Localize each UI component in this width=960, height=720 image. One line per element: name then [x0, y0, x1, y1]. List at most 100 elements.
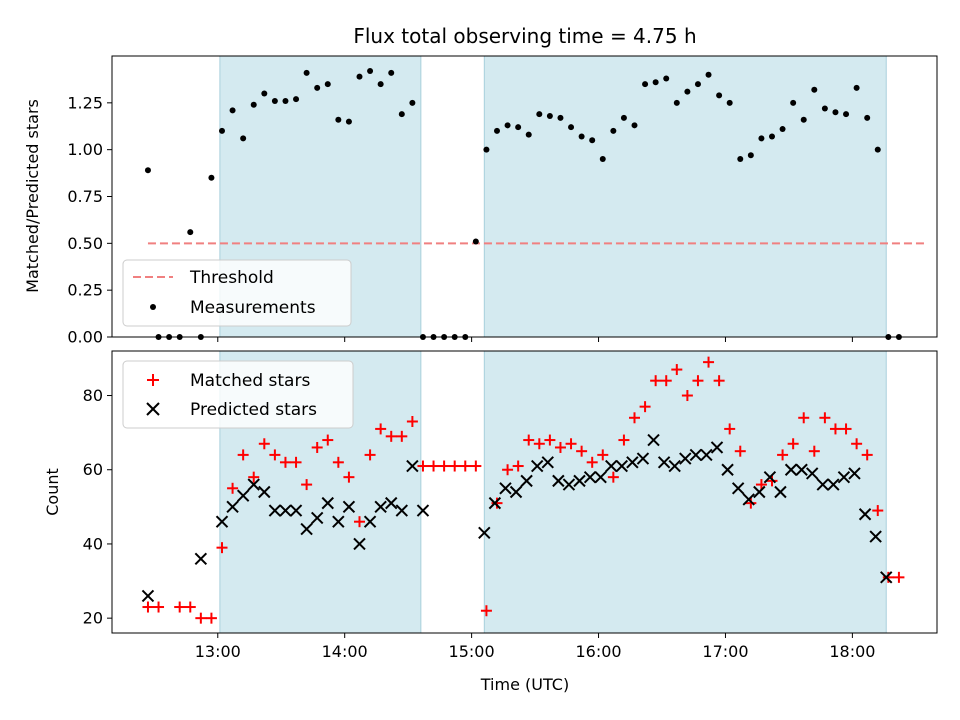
matched-star-point — [205, 612, 217, 624]
measurement-point — [271, 97, 278, 104]
matched-star-point — [502, 464, 514, 476]
measurement-point — [483, 146, 490, 153]
predicted-star-point — [226, 500, 239, 514]
matched-star-point — [544, 434, 556, 446]
legend-predicted-swatch — [146, 402, 160, 416]
predicted-star-point — [279, 504, 292, 517]
matched-star-point — [671, 364, 683, 376]
matched-star-point — [523, 434, 535, 446]
matched-star-point — [861, 449, 873, 461]
y-tick-label: 0.50 — [67, 234, 103, 253]
matched-star-point — [216, 542, 228, 554]
measurement-point — [335, 116, 342, 123]
observing-window — [483, 55, 887, 338]
measurement-point — [546, 112, 553, 119]
matched-star-point — [808, 445, 820, 457]
predicted-star-point — [742, 493, 755, 506]
x-tick-label: 16:00 — [575, 642, 621, 661]
matched-star-point — [153, 601, 165, 613]
predicted-star-point — [679, 452, 692, 465]
predicted-star-point — [321, 496, 334, 510]
measurement-point — [557, 114, 564, 121]
x-tick-label: 14:00 — [322, 642, 368, 661]
measurement-point — [303, 69, 310, 76]
measurement-point — [568, 124, 575, 131]
measurement-point — [314, 84, 321, 91]
legend-measurements-label: Measurements — [190, 298, 316, 318]
matched-star-point — [872, 505, 884, 517]
measurement-point — [536, 111, 543, 118]
measurement-point — [663, 75, 670, 82]
matched-star-point — [385, 430, 397, 442]
predicted-star-point — [416, 504, 430, 517]
predicted-star-point — [530, 459, 544, 473]
measurement-point — [874, 146, 881, 153]
matched-star-point — [533, 438, 545, 450]
legend-matched-swatch — [147, 374, 159, 386]
matched-star-point — [406, 416, 418, 427]
matched-star-point — [692, 375, 704, 387]
predicted-star-point — [721, 463, 734, 476]
measurement-point — [599, 156, 606, 163]
measurement-point — [821, 105, 828, 112]
matched-star-point — [396, 430, 408, 442]
measurement-point — [716, 92, 723, 99]
measurement-point — [240, 135, 247, 142]
predicted-star-point — [827, 478, 840, 491]
matched-star-point — [597, 449, 609, 461]
y-tick-label: 0.75 — [67, 187, 103, 206]
predicted-star-point — [763, 470, 777, 484]
measurement-point — [377, 81, 384, 88]
bottom-legend: Matched stars Predicted stars — [122, 360, 354, 429]
predicted-star-point — [636, 452, 650, 465]
matched-star-point — [618, 434, 630, 446]
top-axes-frame — [111, 55, 938, 338]
predicted-star-point — [816, 478, 829, 491]
measurement-point — [610, 127, 617, 134]
y-tick-label: 20 — [83, 609, 103, 628]
measurement-point — [494, 127, 500, 134]
matched-star-point — [322, 434, 334, 446]
matched-star-point — [237, 449, 249, 461]
predicted-star-point — [478, 526, 491, 540]
predicted-star-point — [880, 571, 893, 584]
legend-predicted-label: Predicted stars — [190, 400, 317, 420]
predicted-star-point — [342, 500, 356, 514]
matched-star-point — [893, 571, 905, 583]
measurement-point — [345, 118, 352, 125]
matched-star-point — [279, 456, 291, 468]
predicted-star-point — [562, 478, 576, 491]
measurement-point — [642, 81, 649, 88]
measurement-point — [620, 114, 627, 121]
measurement-point — [769, 133, 775, 140]
measurement-point — [652, 79, 659, 86]
measurement-point — [144, 167, 151, 174]
predicted-star-point — [488, 496, 502, 510]
y-tick-label: 1.25 — [67, 93, 103, 112]
measurement-point — [726, 99, 733, 106]
matched-star-point — [470, 460, 482, 472]
matched-star-point — [258, 438, 270, 450]
y-tick-label: 1.00 — [67, 140, 103, 159]
matched-star-point — [766, 475, 778, 487]
legend-matched-label: Matched stars — [190, 371, 310, 391]
matched-star-point — [660, 375, 672, 387]
y-tick-label: 0.25 — [67, 281, 103, 300]
measurement-point — [747, 152, 754, 159]
matched-star-point — [565, 438, 577, 450]
matched-star-point — [438, 460, 450, 472]
predicted-star-point — [258, 485, 271, 499]
predicted-star-point — [541, 456, 554, 469]
measurement-point — [631, 122, 638, 129]
top-legend: Threshold Measurements — [122, 259, 352, 327]
y-tick-label: 60 — [83, 460, 103, 479]
matched-star-point — [840, 423, 852, 435]
matched-star-point — [681, 390, 693, 402]
predicted-star-point — [805, 467, 819, 480]
predicted-star-point — [353, 537, 366, 551]
matched-star-point — [290, 456, 302, 468]
measurement-point — [811, 86, 818, 93]
measurement-point — [705, 71, 712, 78]
predicted-star-point — [499, 482, 512, 495]
